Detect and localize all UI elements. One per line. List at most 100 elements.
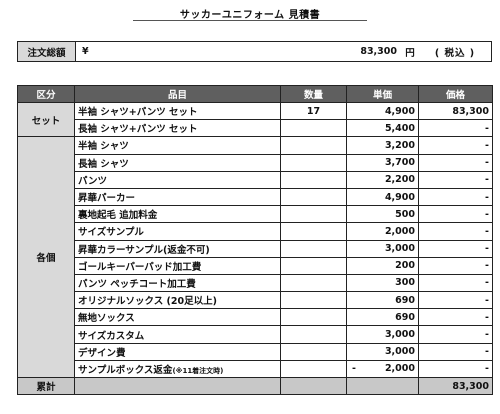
category-cell: 各個	[17, 136, 75, 378]
quantity-cell	[280, 273, 347, 293]
header-quantity: 数量	[280, 85, 347, 103]
unit-price-cell: 3,000	[346, 342, 419, 361]
price-cell: -	[418, 187, 493, 207]
item-name-cell: ゴールキーパーパッド加工費	[74, 256, 281, 275]
item-name-cell: サイズカスタム	[74, 325, 281, 344]
quantity-cell	[280, 119, 347, 138]
unit-price-cell: 300	[346, 273, 419, 293]
table-row: パンツ ペッチコート加工費 300-	[18, 273, 493, 293]
table-row: サイズサンプル 2,000-	[18, 222, 493, 241]
item-name-cell: 昇華パーカー	[74, 187, 281, 207]
header-item: 品目	[74, 85, 281, 103]
price-cell: -	[418, 325, 493, 344]
item-name: 長袖 シャツ	[78, 158, 129, 170]
table-row: 昇華パーカー 4,900-	[18, 187, 493, 207]
item-note: (※11着注文時)	[172, 366, 224, 375]
item-name: サンプルボックス返金	[78, 364, 173, 376]
price-cell: -	[418, 239, 493, 258]
unit-price-cell: 2,200	[346, 170, 419, 189]
price-cell: -	[418, 256, 493, 275]
unit-price-value: 300	[395, 277, 415, 289]
quantity-cell	[280, 153, 347, 172]
item-name-cell: 無地ソックス	[74, 308, 281, 327]
order-total-value: 83,300	[360, 46, 397, 57]
item-name: 昇華カラーサンプル(返金不可)	[78, 244, 210, 256]
unit-price-cell: 3,200	[346, 136, 419, 155]
item-name: 半袖 シャツ+パンツ セット	[78, 107, 198, 119]
table-row: 無地ソックス 690-	[18, 308, 493, 327]
table-row: 各個 半袖 シャツ 3,200-	[17, 136, 493, 378]
unit-price-cell: 690	[346, 291, 419, 310]
unit-price-value: 200	[395, 260, 415, 272]
quantity-cell	[280, 342, 347, 361]
price-cell: -	[418, 359, 493, 379]
unit-price-cell: 690	[346, 308, 419, 327]
unit-price-value: 4,900	[384, 105, 415, 117]
footer-empty-cell	[280, 376, 347, 396]
header-price: 価格	[418, 85, 493, 103]
unit-price-cell: 2,000	[346, 222, 419, 241]
yen-symbol: ¥	[82, 46, 89, 57]
quantity-cell	[280, 256, 347, 275]
table-row: セット 半袖 シャツ+パンツ セット 17 4,900 83,300	[17, 101, 493, 138]
unit-price-value: 5,400	[384, 122, 415, 134]
cumulative-total-row: 累計 83,300	[17, 376, 493, 396]
table-row: サイズカスタム 3,000-	[18, 325, 493, 344]
item-name-cell: 半袖 シャツ+パンツ セット	[74, 101, 281, 121]
item-name-cell: 長袖 シャツ+パンツ セット	[74, 119, 281, 138]
price-cell: -	[418, 170, 493, 189]
quantity-cell	[280, 170, 347, 189]
order-total-label: 注文総額	[18, 42, 76, 61]
tax-included-note: ( 税込 )	[434, 47, 476, 59]
unit-price-cell: - 2,000	[346, 359, 419, 379]
table-row: 昇華カラーサンプル(返金不可) 3,000-	[18, 239, 493, 258]
item-name: オリジナルソックス (20足以上)	[78, 296, 217, 308]
title-underline	[133, 20, 367, 21]
page-title: サッカーユニフォーム 見積書	[179, 10, 321, 21]
table-row: デザイン費 3,000-	[18, 342, 493, 361]
header-category: 区分	[17, 85, 75, 103]
unit-price-cell: 200	[346, 256, 419, 275]
price-cell: -	[418, 342, 493, 361]
unit-price-cell: 4,900	[346, 101, 419, 121]
table-header-row: 区分 品目 数量 単価 価格	[17, 85, 493, 103]
item-name: ゴールキーパーパッド加工費	[78, 261, 202, 273]
unit-price-cell: 3,700	[346, 153, 419, 172]
category-cell: セット	[17, 101, 75, 138]
cumulative-total-label: 累計	[17, 376, 75, 396]
cumulative-total-value: 83,300	[418, 376, 493, 396]
table-row: オリジナルソックス (20足以上) 690-	[18, 291, 493, 310]
footer-empty-cell	[346, 376, 419, 396]
quantity-cell: 17	[280, 101, 347, 121]
quantity-cell	[280, 205, 347, 224]
unit-price-cell: 4,900	[346, 187, 419, 207]
price-cell: -	[418, 273, 493, 293]
unit-price-value: 690	[395, 311, 415, 323]
item-name-cell: デザイン費	[74, 342, 281, 361]
unit-price-value: 3,000	[384, 243, 415, 255]
unit-price-value: 500	[395, 208, 415, 220]
quantity-cell	[280, 291, 347, 310]
table-row: パンツ 2,200-	[18, 170, 493, 189]
item-name: パンツ	[78, 175, 107, 187]
footer-empty-cell	[74, 376, 281, 396]
item-name-cell: 昇華カラーサンプル(返金不可)	[74, 239, 281, 258]
quantity-cell	[280, 325, 347, 344]
table-row: ゴールキーパーパッド加工費 200-	[18, 256, 493, 275]
item-name-cell: サイズサンプル	[74, 222, 281, 241]
item-name-cell: パンツ	[74, 170, 281, 189]
price-cell: -	[418, 136, 493, 155]
unit-price-value: 690	[395, 294, 415, 306]
price-cell: -	[418, 308, 493, 327]
price-cell: -	[418, 291, 493, 310]
table-row: 長袖 シャツ 3,700-	[18, 153, 493, 172]
price-cell: -	[418, 205, 493, 224]
item-name: 半袖 シャツ	[78, 141, 129, 153]
item-name: 無地ソックス	[78, 313, 135, 325]
item-name: デザイン費	[78, 347, 126, 359]
unit-price-value: 2,000	[384, 363, 415, 375]
unit-price-value: 2,000	[384, 225, 415, 237]
item-name-cell: パンツ ペッチコート加工費	[74, 273, 281, 293]
negative-sign: -	[352, 363, 356, 375]
price-cell: -	[418, 153, 493, 172]
